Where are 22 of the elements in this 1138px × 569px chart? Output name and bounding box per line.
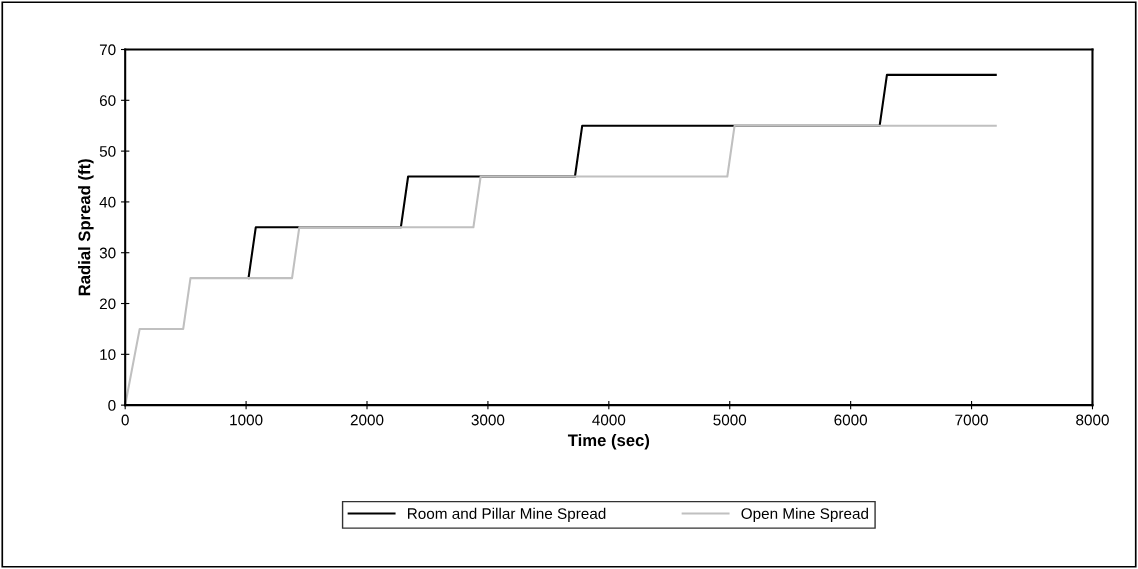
y-tick-label: 30 bbox=[99, 247, 116, 259]
x-tick-label: 6000 bbox=[834, 414, 868, 426]
x-tick-label: 7000 bbox=[955, 414, 988, 426]
y-tick-label: 40 bbox=[99, 196, 116, 208]
y-tick-label: 20 bbox=[99, 298, 116, 310]
legend-label: Open Mine Spread bbox=[741, 507, 868, 523]
legend-label: Room and Pillar Mine Spread bbox=[408, 507, 606, 523]
y-tick-label: 0 bbox=[108, 400, 116, 411]
line-series bbox=[125, 124, 997, 406]
x-tick-label: 1000 bbox=[230, 414, 263, 426]
x-tick-label: 5000 bbox=[713, 414, 747, 426]
y-tick-label: 60 bbox=[99, 95, 116, 106]
y-axis-title: Radial Spread (ft) bbox=[78, 159, 94, 296]
x-tick-label: 4000 bbox=[592, 414, 626, 426]
y-tick-label: 70 bbox=[99, 44, 116, 56]
x-tick-label: 2000 bbox=[350, 414, 384, 426]
x-tick-label: 0 bbox=[121, 414, 129, 426]
y-tick-label: 50 bbox=[99, 145, 116, 157]
x-tick-label: 3000 bbox=[471, 414, 505, 426]
x-tick-label: 8000 bbox=[1076, 414, 1109, 426]
y-tick-label: 10 bbox=[100, 349, 116, 361]
x-axis-title: Time (sec) bbox=[567, 433, 650, 450]
